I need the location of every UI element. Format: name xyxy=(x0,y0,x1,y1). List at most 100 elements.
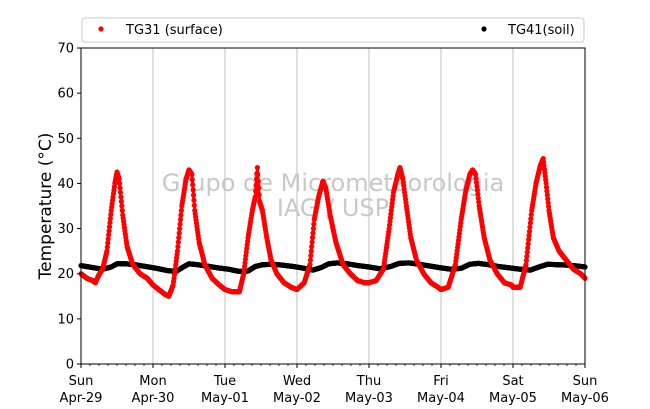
data-point xyxy=(105,240,111,246)
data-point xyxy=(174,248,181,254)
y-axis: 0 10 20 30 40 50 60 70 xyxy=(57,42,81,373)
data-point xyxy=(544,188,550,194)
y-tick-label: 50 xyxy=(57,132,74,147)
data-point xyxy=(176,230,182,236)
data-point xyxy=(191,202,197,208)
data-point xyxy=(106,228,112,234)
x-tick-label-date: May-04 xyxy=(417,391,465,406)
data-point xyxy=(175,239,181,245)
x-tick-label-day: Sat xyxy=(502,374,523,389)
y-tick-label: 60 xyxy=(57,87,74,102)
legend: TG31 (surface) TG41(soil) xyxy=(81,17,585,43)
data-point xyxy=(189,176,195,183)
x-tick-label-day: Sun xyxy=(69,374,94,389)
x-tick-label-date: Apr-30 xyxy=(132,391,175,406)
data-point xyxy=(528,212,534,218)
data-point xyxy=(309,239,315,245)
data-point xyxy=(474,183,480,189)
x-axis: Sun Apr-29 Mon Apr-30 Tue May-01 Wed May-02 Thu M… xyxy=(60,364,609,406)
x-tick-label-date: May-01 xyxy=(201,391,249,406)
data-point xyxy=(190,192,197,198)
y-tick-label: 40 xyxy=(57,177,74,192)
data-point xyxy=(545,204,552,210)
legend-marker-surface xyxy=(98,26,104,32)
data-point xyxy=(190,182,196,188)
data-point xyxy=(177,221,183,227)
data-point xyxy=(254,165,260,171)
data-point xyxy=(107,216,113,222)
data-point xyxy=(527,220,533,226)
data-point xyxy=(117,185,123,191)
data-point xyxy=(527,224,533,230)
x-tick-label-day: Thu xyxy=(356,374,381,389)
data-point xyxy=(191,197,197,203)
data-point xyxy=(526,228,533,234)
data-point xyxy=(311,221,317,227)
data-point xyxy=(104,244,110,250)
data-point xyxy=(256,192,262,198)
data-point xyxy=(252,194,258,200)
data-point xyxy=(255,178,261,184)
x-tick-label-date: May-02 xyxy=(273,391,321,406)
data-point xyxy=(105,236,111,242)
data-point xyxy=(178,212,184,218)
y-axis-title: Temperature (°C) xyxy=(36,133,56,281)
data-point xyxy=(175,244,181,250)
data-point xyxy=(543,180,549,187)
data-point xyxy=(119,203,125,209)
data-point xyxy=(118,194,124,200)
x-tick-label-date: May-05 xyxy=(489,391,537,406)
data-point xyxy=(525,241,531,247)
x-tick-label-day: Sun xyxy=(573,374,598,389)
data-point xyxy=(117,189,124,196)
data-point xyxy=(178,207,184,214)
data-point xyxy=(177,216,184,223)
data-point xyxy=(190,187,196,193)
data-point xyxy=(309,244,315,250)
y-tick-label: 20 xyxy=(57,267,74,282)
data-point xyxy=(528,216,534,222)
vertical-grid xyxy=(152,48,514,364)
data-point xyxy=(119,207,125,214)
data-point xyxy=(543,184,550,190)
data-point xyxy=(476,199,482,205)
x-tick-label-date: Apr-29 xyxy=(60,391,103,406)
data-point xyxy=(256,185,262,191)
legend-frame xyxy=(81,17,585,43)
x-tick-label-day: Wed xyxy=(283,374,311,389)
watermark: Grupo de Micrometeorologia IAG / USP xyxy=(162,169,504,222)
data-point xyxy=(189,171,195,177)
data-point xyxy=(473,175,479,181)
data-point xyxy=(307,262,313,268)
data-point xyxy=(524,253,530,259)
data-point xyxy=(308,253,314,259)
data-point xyxy=(545,196,551,202)
x-tick-label-date: May-06 xyxy=(561,391,609,406)
series-tg41-soil- xyxy=(78,260,588,275)
watermark-line-1: Grupo de Micrometeorologia xyxy=(162,169,504,197)
data-point xyxy=(475,191,481,197)
x-tick-label-day: Fri xyxy=(433,374,449,389)
x-tick-label-day: Tue xyxy=(213,374,236,389)
data-point xyxy=(104,248,110,254)
data-point xyxy=(472,171,479,177)
data-point xyxy=(523,262,529,268)
data-point xyxy=(118,198,125,205)
legend-label-surface: TG31 (surface) xyxy=(125,23,223,38)
data-point xyxy=(475,195,481,201)
data-point xyxy=(108,211,114,218)
data-point xyxy=(106,232,112,238)
y-tick-label: 10 xyxy=(57,312,74,327)
data-point xyxy=(473,179,480,185)
data-point xyxy=(310,230,316,236)
data-point xyxy=(545,200,551,206)
data-point xyxy=(107,220,113,226)
series-tg31-surface- xyxy=(78,156,588,299)
data-point xyxy=(176,235,182,241)
y-tick-label: 0 xyxy=(66,358,74,373)
data-point xyxy=(526,232,532,239)
data-point xyxy=(310,225,317,232)
data-point xyxy=(116,176,122,182)
legend-marker-soil xyxy=(481,26,487,32)
